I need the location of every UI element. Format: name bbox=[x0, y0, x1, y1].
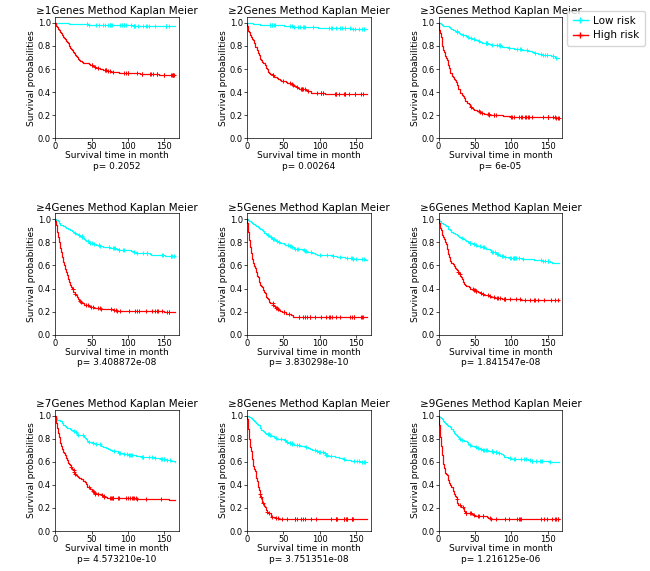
Title: ≥7Genes Method Kaplan Meier: ≥7Genes Method Kaplan Meier bbox=[36, 399, 198, 409]
X-axis label: Survival time in month
p= 3.830298e-10: Survival time in month p= 3.830298e-10 bbox=[257, 348, 361, 367]
X-axis label: Survival time in month
p= 1.841547e-08: Survival time in month p= 1.841547e-08 bbox=[448, 348, 552, 367]
Y-axis label: Survival probabilities: Survival probabilities bbox=[219, 30, 228, 126]
Y-axis label: Survival probabilities: Survival probabilities bbox=[411, 226, 420, 322]
X-axis label: Survival time in month
p= 1.216125e-06: Survival time in month p= 1.216125e-06 bbox=[448, 544, 552, 564]
Title: ≥4Genes Method Kaplan Meier: ≥4Genes Method Kaplan Meier bbox=[36, 203, 198, 213]
Title: ≥5Genes Method Kaplan Meier: ≥5Genes Method Kaplan Meier bbox=[228, 203, 389, 213]
Y-axis label: Survival probabilities: Survival probabilities bbox=[27, 226, 36, 322]
X-axis label: Survival time in month
p= 3.751351e-08: Survival time in month p= 3.751351e-08 bbox=[257, 544, 361, 564]
Title: ≥2Genes Method Kaplan Meier: ≥2Genes Method Kaplan Meier bbox=[228, 6, 389, 17]
Title: ≥6Genes Method Kaplan Meier: ≥6Genes Method Kaplan Meier bbox=[419, 203, 581, 213]
X-axis label: Survival time in month
p= 0.2052: Survival time in month p= 0.2052 bbox=[65, 151, 169, 171]
Title: ≥3Genes Method Kaplan Meier: ≥3Genes Method Kaplan Meier bbox=[419, 6, 581, 17]
X-axis label: Survival time in month
p= 0.00264: Survival time in month p= 0.00264 bbox=[257, 151, 361, 171]
Y-axis label: Survival probabilities: Survival probabilities bbox=[27, 423, 36, 518]
Legend: Low risk, High risk: Low risk, High risk bbox=[567, 11, 645, 46]
X-axis label: Survival time in month
p= 4.573210e-10: Survival time in month p= 4.573210e-10 bbox=[65, 544, 169, 564]
Y-axis label: Survival probabilities: Survival probabilities bbox=[219, 423, 228, 518]
Title: ≥8Genes Method Kaplan Meier: ≥8Genes Method Kaplan Meier bbox=[228, 399, 389, 409]
Y-axis label: Survival probabilities: Survival probabilities bbox=[411, 423, 420, 518]
X-axis label: Survival time in month
p= 6e-05: Survival time in month p= 6e-05 bbox=[448, 151, 552, 171]
Y-axis label: Survival probabilities: Survival probabilities bbox=[27, 30, 36, 126]
Title: ≥1Genes Method Kaplan Meier: ≥1Genes Method Kaplan Meier bbox=[36, 6, 198, 17]
Title: ≥9Genes Method Kaplan Meier: ≥9Genes Method Kaplan Meier bbox=[419, 399, 581, 409]
Y-axis label: Survival probabilities: Survival probabilities bbox=[411, 30, 420, 126]
X-axis label: Survival time in month
p= 3.408872e-08: Survival time in month p= 3.408872e-08 bbox=[65, 348, 169, 367]
Y-axis label: Survival probabilities: Survival probabilities bbox=[219, 226, 228, 322]
